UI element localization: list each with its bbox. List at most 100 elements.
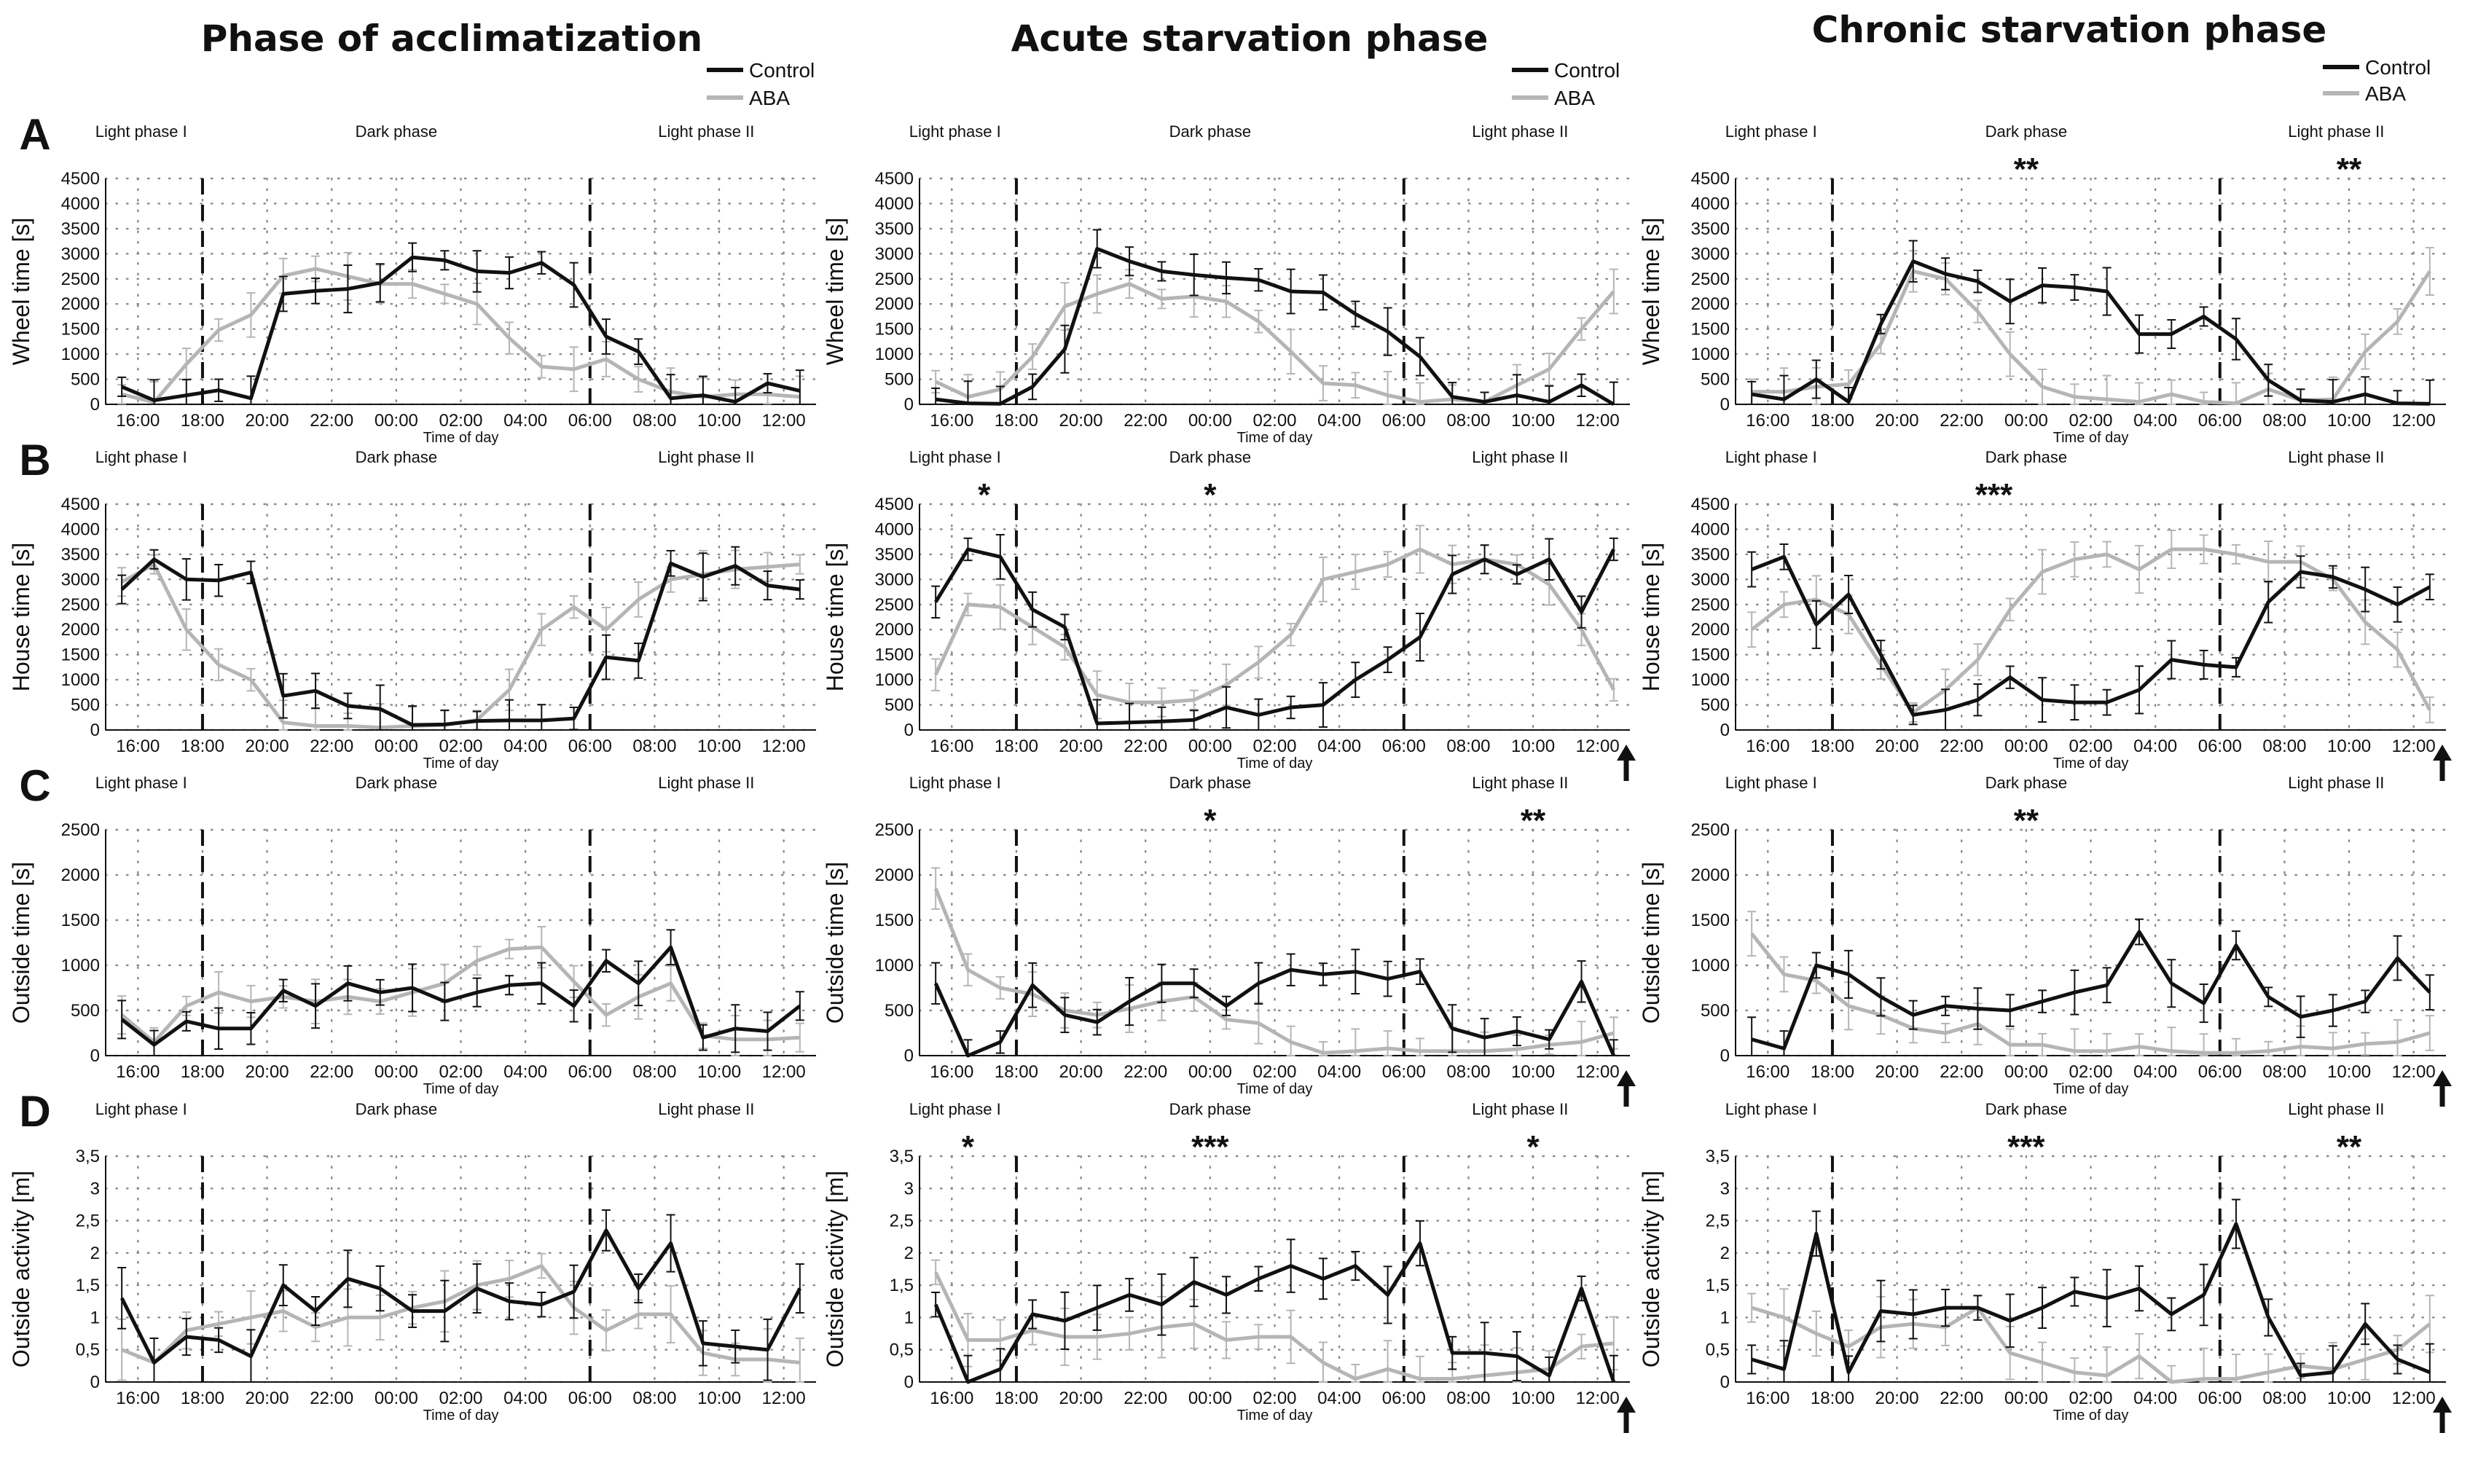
x-tick-label: 12:00	[762, 411, 806, 431]
x-tick-label: 08:00	[632, 1062, 676, 1082]
column-title-acute: Acute starvation phase	[1011, 17, 1489, 60]
y-tick-label: 3500	[61, 545, 100, 565]
y-tick-label: 2000	[875, 620, 914, 640]
x-tick-label: 04:00	[503, 1062, 547, 1082]
y-tick-label: 500	[71, 370, 100, 390]
significance-marker: **	[2337, 152, 2362, 187]
x-tick-label: 18:00	[995, 411, 1038, 431]
phase-label: Light phase I	[95, 1100, 187, 1118]
series-control	[1751, 1222, 2431, 1378]
x-tick-label: 06:00	[2198, 1389, 2242, 1408]
x-tick-label: 20:00	[1875, 411, 1919, 431]
legend-control-label: Control	[1554, 59, 1620, 82]
y-tick-label: 0	[1720, 1046, 1730, 1066]
x-tick-label: 16:00	[116, 1062, 160, 1082]
x-tick-label: 10:00	[1511, 737, 1555, 756]
y-tick-label: 4000	[61, 519, 100, 539]
phase-label: Light phase II	[2288, 122, 2384, 141]
significance-marker: **	[2014, 803, 2039, 839]
x-tick-label: 22:00	[310, 737, 353, 756]
x-tick-label: 12:00	[1576, 737, 1620, 756]
series-control	[933, 967, 1616, 1058]
panel-c-2: Light phase I Dark phase Light phase II 0 50…	[1638, 774, 2452, 1107]
y-tick-label: 3000	[875, 570, 914, 589]
x-tick-label: 00:00	[2004, 1389, 2048, 1408]
x-tick-label: 22:00	[1940, 1389, 1983, 1408]
x-tick-label: 12:00	[762, 1389, 806, 1408]
x-tick-label: 20:00	[1059, 737, 1103, 756]
y-tick-label: 2000	[61, 865, 100, 885]
phase-label: Dark phase	[1169, 774, 1252, 792]
x-tick-label: 16:00	[1746, 1389, 1789, 1408]
y-tick-label: 3000	[61, 244, 100, 264]
x-tick-label: 22:00	[310, 1389, 353, 1408]
x-tick-label: 06:00	[1382, 1062, 1426, 1082]
x-tick-label: 08:00	[632, 1389, 676, 1408]
x-tick-label: 22:00	[1124, 1062, 1167, 1082]
x-tick-label: 22:00	[1124, 737, 1167, 756]
series-aba	[121, 1264, 801, 1365]
y-tick-label: 3500	[1691, 219, 1730, 239]
x-axis-label: Time of day	[1237, 430, 1313, 446]
x-tick-label: 20:00	[246, 1062, 289, 1082]
y-axis-label: Outside time [s]	[8, 862, 34, 1024]
y-tick-label: 2,5	[76, 1212, 100, 1231]
y-tick-label: 0	[1720, 395, 1730, 415]
x-axis-label: Time of day	[1237, 755, 1313, 772]
phase-label: Dark phase	[1169, 122, 1252, 141]
row-letter-c: C	[19, 761, 50, 810]
y-tick-label: 4000	[1691, 194, 1730, 213]
x-tick-label: 12:00	[1576, 1389, 1620, 1408]
y-tick-label: 2000	[1691, 620, 1730, 640]
x-tick-label: 10:00	[1511, 1389, 1555, 1408]
x-tick-label: 04:00	[1317, 411, 1361, 431]
x-tick-label: 10:00	[1511, 1062, 1555, 1082]
series-aba	[933, 547, 1616, 704]
y-tick-label: 3500	[875, 545, 914, 565]
panel-c-0: Light phase I Dark phase Light phase II 0 50…	[8, 774, 818, 1097]
y-tick-label: 1500	[1691, 911, 1730, 930]
y-tick-label: 3	[904, 1179, 914, 1198]
legend-col2: Control ABA	[2323, 56, 2431, 105]
phase-label: Light phase I	[909, 774, 1001, 792]
y-tick-label: 2500	[1691, 270, 1730, 289]
y-tick-label: 1	[90, 1308, 100, 1327]
phase-label: Dark phase	[356, 774, 438, 792]
y-tick-label: 1000	[875, 670, 914, 690]
series-control	[933, 1241, 1616, 1384]
x-tick-label: 18:00	[1811, 1062, 1854, 1082]
x-tick-label: 02:00	[439, 1062, 482, 1082]
x-axis-label: Time of day	[423, 430, 499, 446]
series-aba	[121, 267, 800, 404]
x-tick-label: 10:00	[1511, 411, 1555, 431]
significance-marker: ***	[1191, 1129, 1229, 1165]
y-tick-label: 1000	[61, 956, 100, 975]
x-tick-label: 20:00	[1059, 1062, 1103, 1082]
y-tick-label: 1500	[61, 320, 100, 339]
y-tick-label: 1000	[875, 345, 914, 364]
x-tick-label: 08:00	[2262, 1389, 2306, 1408]
x-tick-label: 00:00	[2004, 411, 2048, 431]
y-tick-label: 0	[904, 1046, 914, 1066]
y-tick-label: 2	[1720, 1244, 1730, 1263]
x-tick-label: 08:00	[632, 737, 676, 756]
y-tick-label: 1500	[875, 320, 914, 339]
arrow-head	[2433, 1070, 2452, 1086]
x-tick-label: 04:00	[503, 1389, 547, 1408]
significance-marker: ***	[2007, 1129, 2045, 1165]
y-tick-label: 1000	[875, 956, 914, 975]
x-tick-label: 04:00	[503, 411, 547, 431]
series-aba	[1750, 933, 2431, 1055]
x-tick-label: 16:00	[116, 411, 160, 431]
panel-a-0: Light phase I Dark phase Light phase II 0 50…	[8, 122, 818, 446]
row-letter-d: D	[19, 1087, 50, 1136]
y-tick-label: 2500	[1691, 820, 1730, 840]
x-tick-label: 16:00	[930, 411, 973, 431]
y-tick-label: 500	[1701, 1001, 1730, 1021]
x-tick-label: 04:00	[1317, 1062, 1361, 1082]
phase-label: Light phase II	[1472, 448, 1568, 466]
significance-marker: *	[962, 1129, 975, 1165]
arrow-head	[1617, 745, 1636, 761]
x-tick-label: 06:00	[1382, 411, 1426, 431]
arrow-head	[1617, 1070, 1636, 1086]
